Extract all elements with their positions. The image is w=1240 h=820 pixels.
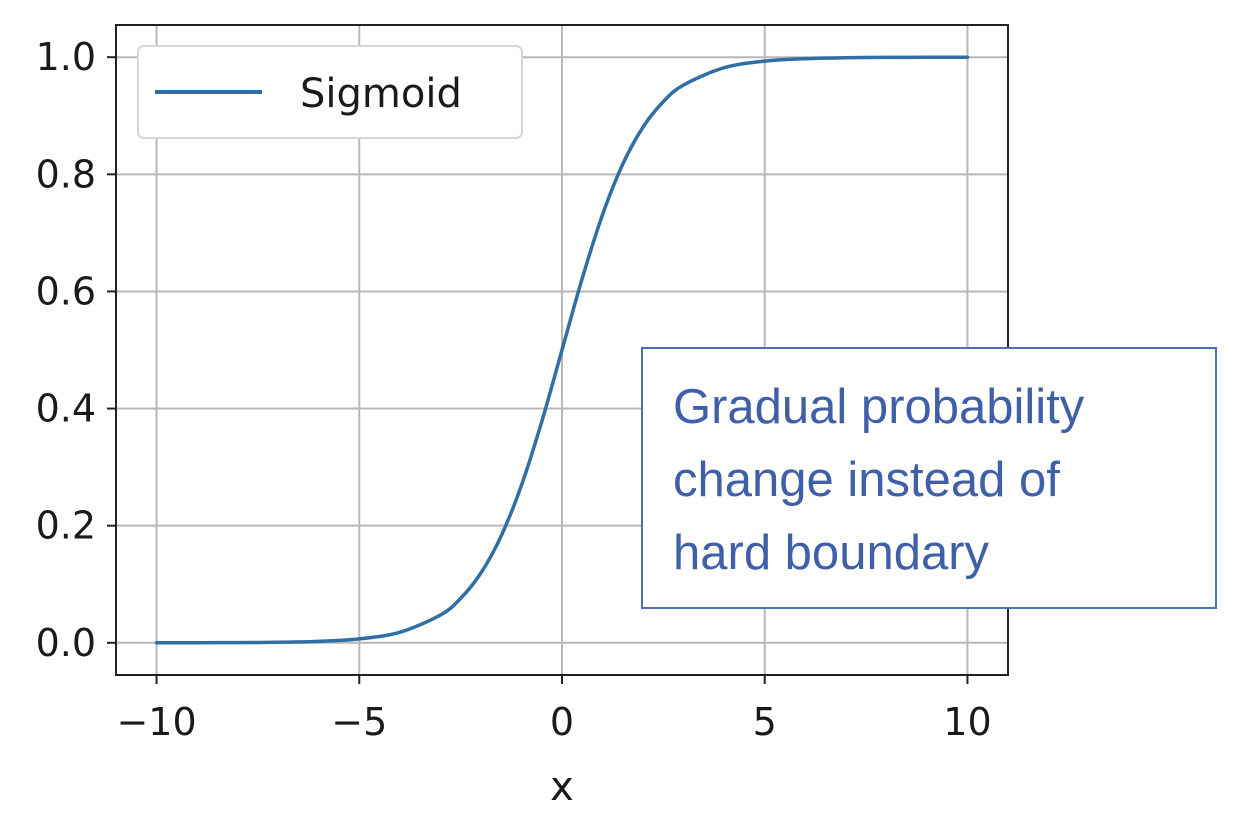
legend-label-sigmoid: Sigmoid	[300, 71, 462, 117]
annotation-line: Gradual probability	[673, 380, 1085, 434]
annotation-line: change instead of	[673, 453, 1060, 507]
x-tick-label: −10	[116, 700, 196, 744]
x-tick-label: 0	[550, 700, 574, 744]
y-tick-label: 0.8	[36, 152, 96, 196]
legend-box	[137, 45, 523, 139]
axis-ticks: −10 −5 0 5 10 0.0 0.2 0.4 0.6 0.8 1.0	[36, 35, 992, 744]
annotation-box: Gradual probability change instead of ha…	[641, 347, 1217, 609]
y-tick-label: 0.2	[36, 504, 96, 548]
y-tick-label: 0.4	[36, 387, 96, 431]
series-layer	[154, 55, 970, 645]
x-tick-label: 10	[943, 700, 991, 744]
x-tick-label: 5	[753, 700, 777, 744]
x-tick-label: −5	[331, 700, 387, 744]
y-tick-label: 0.6	[36, 269, 96, 313]
annotation-line: hard boundary	[673, 526, 990, 580]
series-line-sigmoid	[154, 55, 970, 645]
legend: Sigmoid	[137, 45, 523, 139]
y-tick-label: 1.0	[36, 35, 96, 79]
x-axis-label: x	[550, 764, 574, 810]
y-tick-label: 0.0	[36, 621, 96, 665]
